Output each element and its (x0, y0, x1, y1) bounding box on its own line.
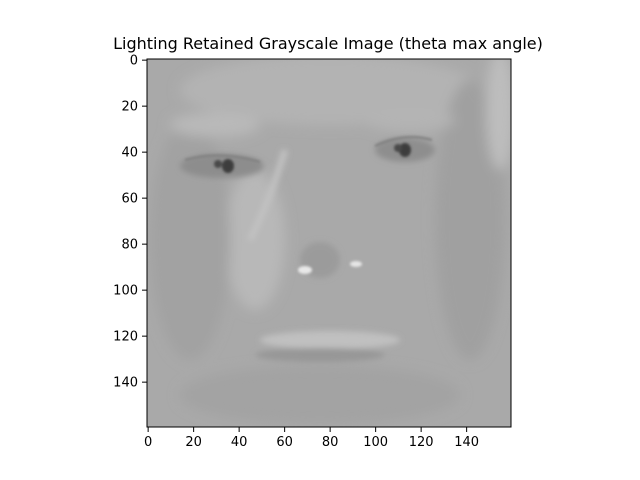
x-tick-label: 100 (363, 435, 388, 450)
right-edge-highlight (486, 50, 514, 170)
y-tick-label: 0 (130, 54, 138, 69)
mouth-shadow (255, 348, 385, 362)
chin-shadow (180, 365, 460, 425)
chart-title: Lighting Retained Grayscale Image (theta… (113, 34, 543, 53)
nostril-right-highlight (350, 261, 362, 267)
right-pupil-2 (394, 144, 402, 152)
left-pupil (222, 159, 234, 173)
y-tick-label: 40 (121, 146, 138, 161)
brow-left (170, 113, 260, 137)
left-cheek-highlight (225, 170, 285, 310)
brow-right (365, 108, 455, 132)
x-tick-label: 40 (231, 435, 248, 450)
image-plot (147, 50, 514, 427)
x-tick-label: 20 (185, 435, 202, 450)
x-tick-label: 0 (144, 435, 152, 450)
nostril-left-highlight (298, 266, 312, 274)
x-tick-label: 80 (322, 435, 339, 450)
y-tick-label: 20 (121, 100, 138, 115)
x-axis: 0 20 40 60 80 100 120 140 (144, 427, 479, 450)
left-pupil-2 (214, 160, 222, 168)
y-tick-label: 140 (113, 376, 138, 391)
y-axis: 0 20 40 60 80 100 120 140 (113, 54, 147, 391)
y-tick-label: 80 (121, 238, 138, 253)
y-tick-label: 120 (113, 330, 138, 345)
x-tick-label: 120 (409, 435, 434, 450)
y-tick-label: 60 (121, 192, 138, 207)
y-tick-label: 100 (113, 284, 138, 299)
x-tick-label: 140 (454, 435, 479, 450)
x-tick-label: 60 (276, 435, 293, 450)
upper-lip-highlight (260, 331, 400, 349)
